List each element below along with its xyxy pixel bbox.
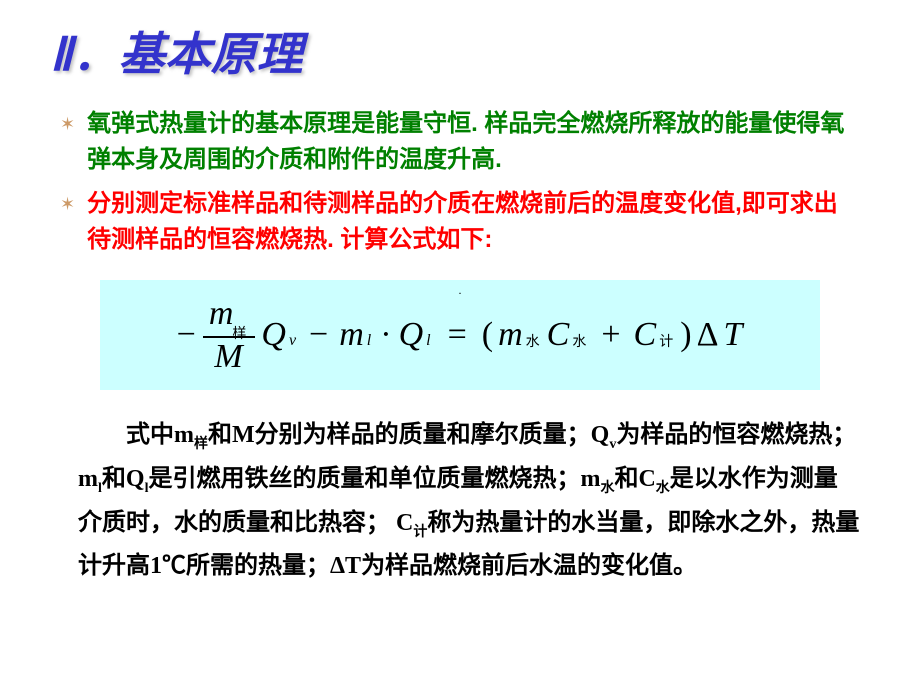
sub-ji: 计 [413, 524, 427, 539]
text: 和 [614, 466, 638, 492]
celsius: ℃ [162, 553, 186, 579]
fraction: m样 M [203, 295, 256, 376]
plus-sign: + [601, 316, 621, 354]
text: 和 [208, 422, 232, 448]
sub-water: 水 [600, 481, 614, 496]
var-m: m [209, 295, 235, 332]
sub-l: l [426, 332, 431, 350]
var-m: m [498, 316, 524, 354]
sub-water: 水 [656, 481, 670, 496]
var-m: m [174, 422, 194, 448]
sub-l: l [367, 332, 372, 350]
var-Q: Q [399, 316, 425, 354]
sub-yang: 样 [232, 327, 247, 342]
content-area: ✶ 氧弹式热量计的基本原理是能量守恒. 样品完全燃烧所释放的能量使得氧弹本身及周… [0, 84, 920, 390]
minus-sign: − [177, 316, 197, 354]
star-icon: ✶ [60, 186, 75, 222]
sub-water: 水 [572, 331, 587, 351]
slide-title: Ⅱ．基本原理 [50, 18, 920, 84]
text: 分别为样品的质量和摩尔质量； [255, 422, 591, 448]
equals-sign: = [448, 316, 468, 354]
lparen: ( [482, 316, 494, 354]
text: 式中 [126, 422, 174, 448]
var-C: C [396, 510, 413, 536]
sub-ji: 计 [659, 331, 674, 351]
var-m: m [78, 466, 98, 492]
num-1: 1 [150, 553, 162, 579]
text: 所需的热量； [186, 553, 330, 579]
text: 是引燃用铁丝的质量和单位质量燃烧热； [148, 466, 580, 492]
var-M: M [232, 422, 255, 448]
dot-icon: · [458, 286, 462, 301]
var-Q: Q [591, 422, 610, 448]
var-Q: Q [261, 316, 287, 354]
var-C: C [634, 316, 658, 354]
bullet-2: ✶ 分别测定标准样品和待测样品的介质在燃烧前后的温度变化值,即可求出待测样品的恒… [60, 186, 860, 258]
var-m: m [580, 466, 600, 492]
text: 和 [102, 466, 126, 492]
cdot-icon: · [380, 316, 392, 354]
bullet-1: ✶ 氧弹式热量计的基本原理是能量守恒. 样品完全燃烧所释放的能量使得氧弹本身及周… [60, 106, 860, 178]
minus-sign: − [309, 316, 329, 354]
var-T: T [723, 316, 743, 354]
delta: Δ [697, 316, 720, 354]
text: 为样品的恒容燃烧热； [616, 422, 856, 448]
rparen: ) [680, 316, 692, 354]
sub-yang: 样 [194, 437, 208, 452]
var-C: C [547, 316, 571, 354]
explanation-paragraph: 式中m样和M分别为样品的质量和摩尔质量；Qv为样品的恒容燃烧热；ml和Ql是引燃… [78, 418, 860, 583]
bullet-2-text: 分别测定标准样品和待测样品的介质在燃烧前后的温度变化值,即可求出待测样品的恒容燃… [87, 186, 860, 258]
sub-water: 水 [526, 331, 541, 351]
var-C: C [638, 466, 655, 492]
var-m: m [339, 316, 365, 354]
sub-v: v [289, 332, 297, 350]
star-icon: ✶ [60, 106, 75, 142]
var-dT: ΔT [330, 553, 361, 579]
formula-box: · − m样 M Qv − ml · Ql = ( m水 C水 + C计 ) Δ… [100, 280, 820, 390]
text: 为样品燃烧前后水温的变化值。 [361, 553, 697, 579]
var-Q: Q [126, 466, 145, 492]
var-M: M [208, 338, 249, 375]
formula: − m样 M Qv − ml · Ql = ( m水 C水 + C计 ) ΔT [177, 295, 744, 376]
bullet-1-text: 氧弹式热量计的基本原理是能量守恒. 样品完全燃烧所释放的能量使得氧弹本身及周围的… [87, 106, 860, 178]
